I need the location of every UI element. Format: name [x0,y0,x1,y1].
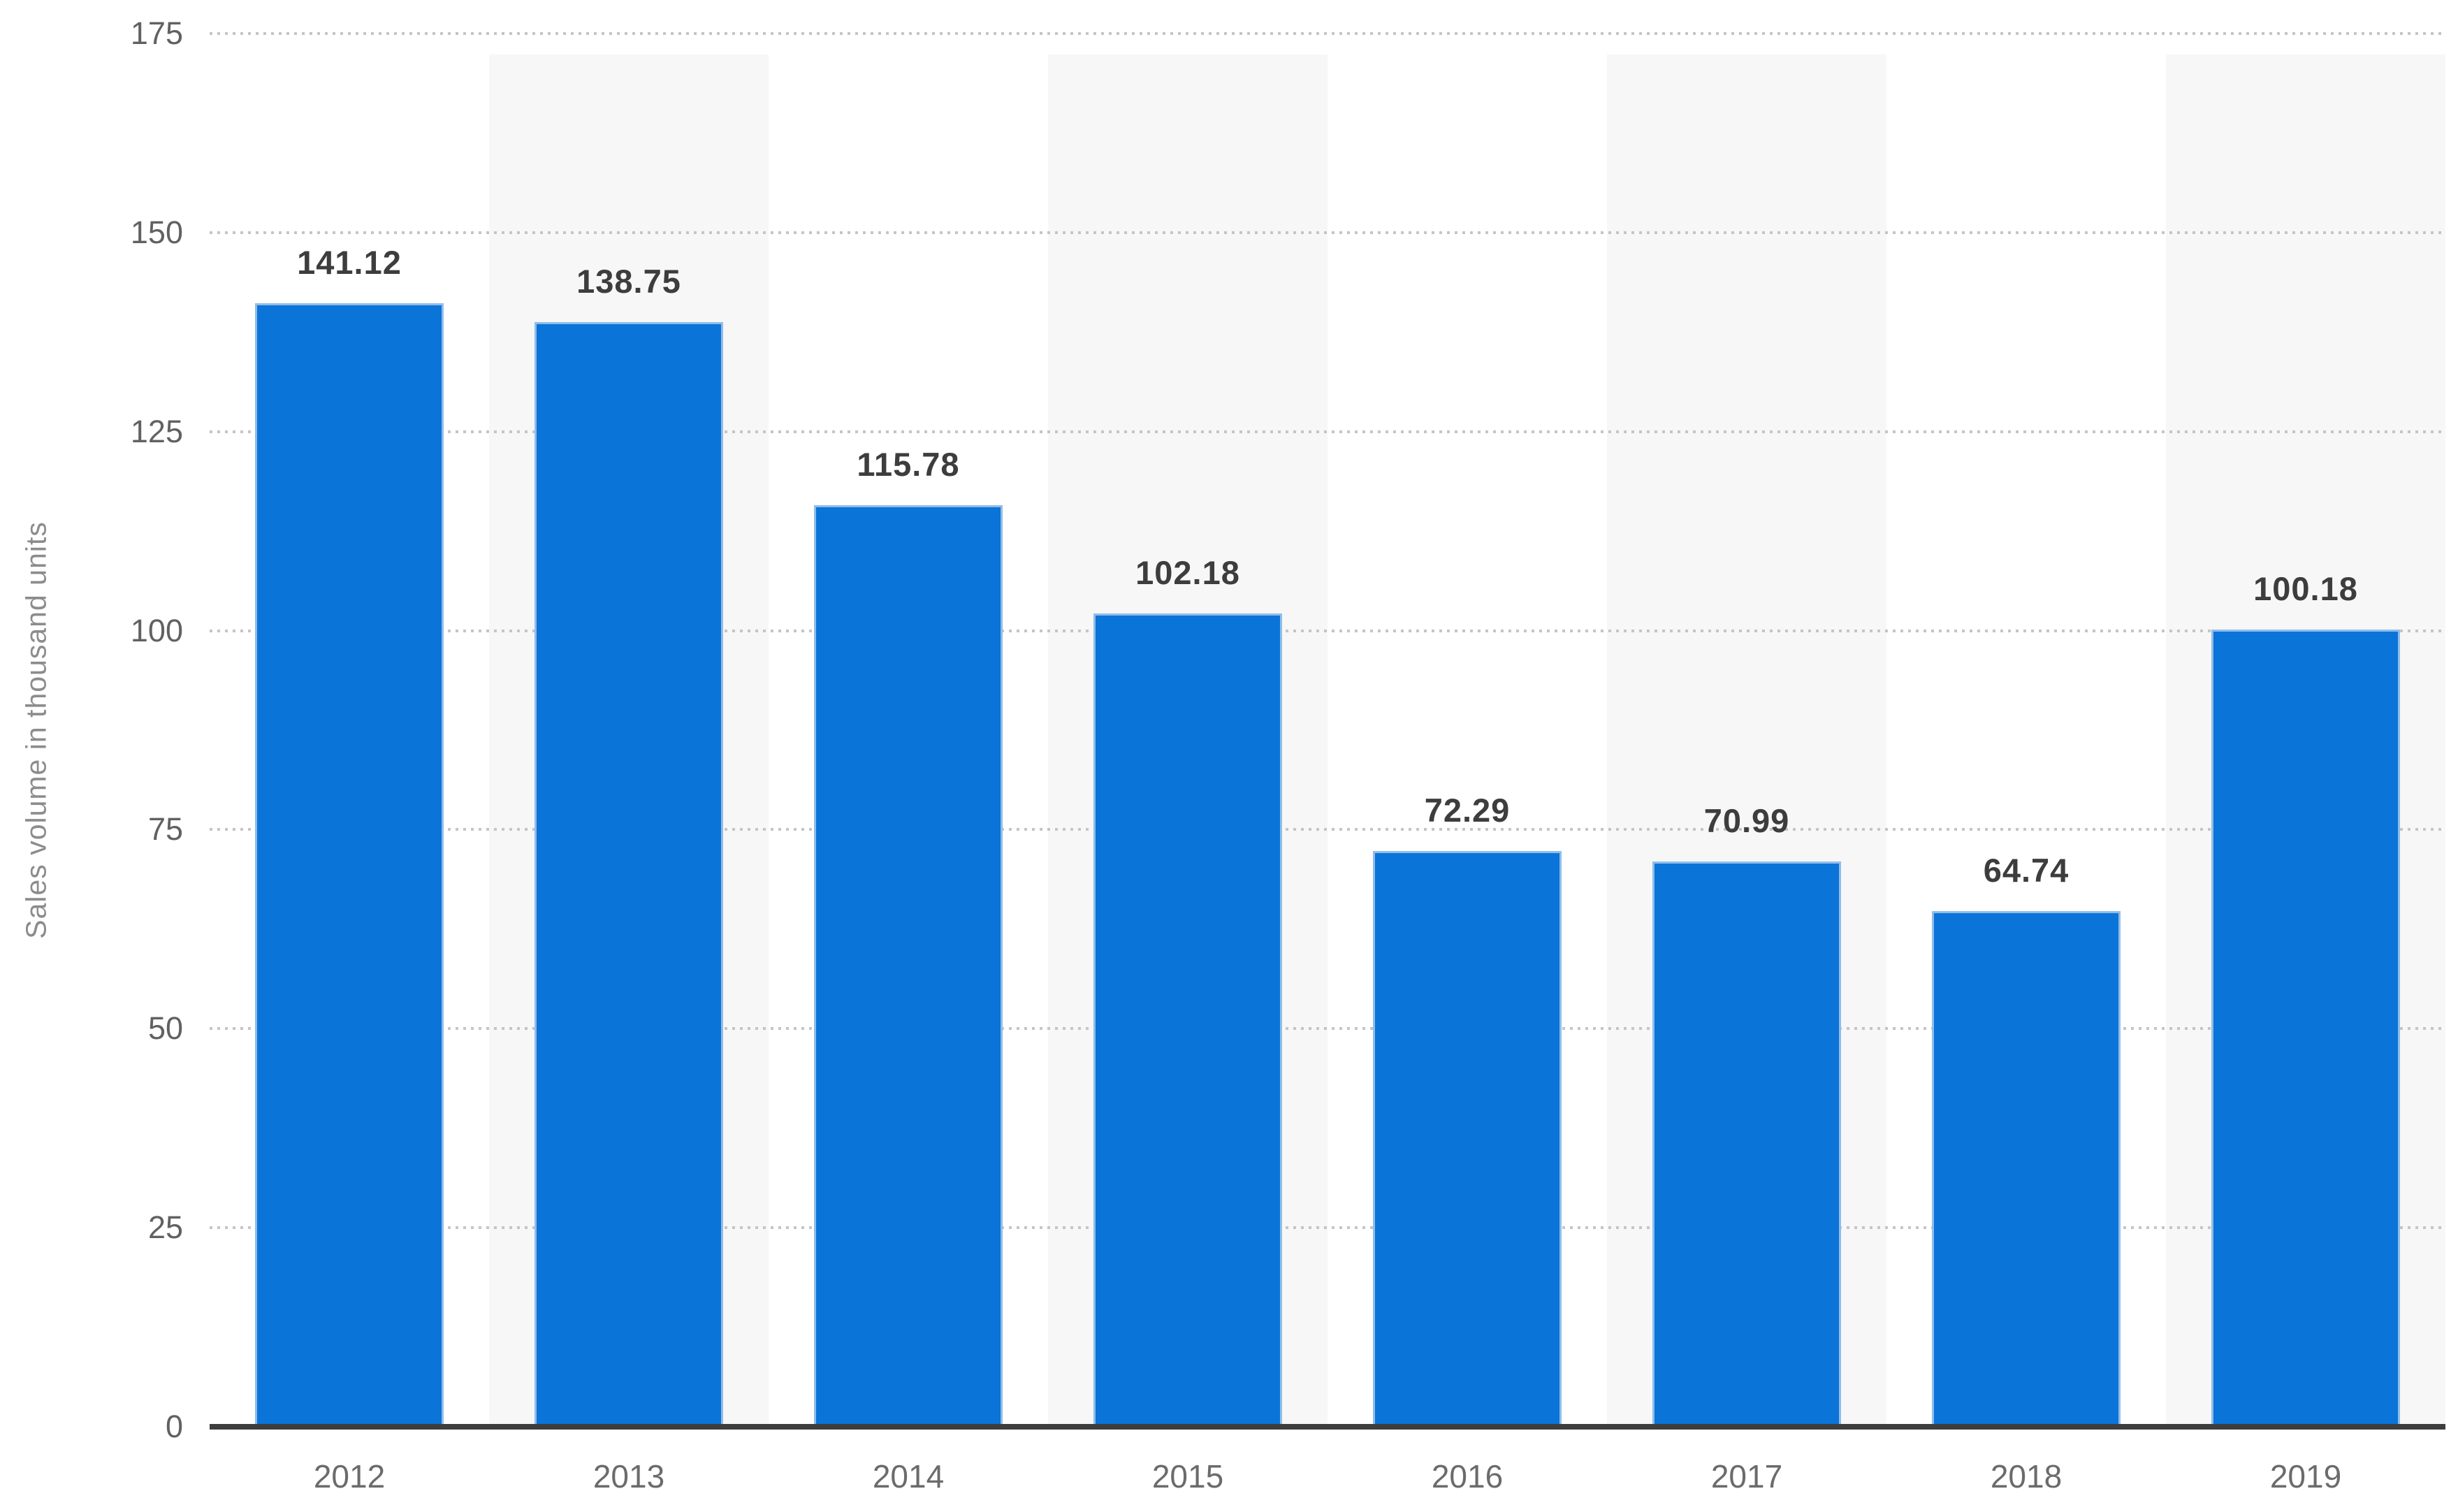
gridline [210,231,2445,234]
bar-value-label: 100.18 [2253,569,2358,607]
bar-2012 [255,303,444,1424]
bar-value-label: 115.78 [857,445,960,483]
bar-2013 [534,322,723,1424]
gridline [210,1226,2445,1230]
bar-2014 [814,504,1003,1424]
y-tick-label: 100 [130,612,183,648]
x-tick-label: 2014 [872,1458,945,1495]
x-tick-label: 2017 [1710,1458,1783,1495]
y-tick-label: 175 [130,15,183,51]
bar-2019 [2211,629,2400,1424]
x-tick-label: 2015 [1151,1458,1224,1495]
y-tick-label: 150 [130,214,183,250]
gridline [210,430,2445,433]
bar-value-label: 138.75 [576,263,681,300]
x-tick-label: 2013 [592,1458,665,1495]
gridline [210,32,2445,35]
bar-value-label: 64.74 [1983,852,2070,889]
x-axis-line [210,1424,2445,1430]
bar-value-label: 102.18 [1135,553,1240,591]
x-tick-label: 2019 [2269,1458,2342,1495]
y-axis-title: Sales volume in thousand units [20,521,52,939]
gridline [210,828,2445,831]
x-tick-label: 2016 [1431,1458,1504,1495]
bar-2016 [1373,851,1562,1424]
y-tick-label: 125 [130,413,183,449]
x-tick-label: 2018 [1990,1458,2063,1495]
bar-value-label: 72.29 [1424,792,1511,829]
y-tick-label: 25 [147,1209,183,1246]
bar-2017 [1652,862,1841,1424]
gridline [210,1027,2445,1031]
y-tick-label: 0 [165,1409,183,1444]
bar-value-label: 141.12 [297,244,402,282]
gridline [210,629,2445,632]
y-tick-label: 50 [147,1010,183,1047]
bar-value-label: 70.99 [1703,802,1790,840]
bar-2015 [1093,613,1282,1424]
x-tick-label: 2012 [313,1458,386,1495]
y-tick-label: 75 [147,811,183,848]
bar-2018 [1932,911,2121,1424]
